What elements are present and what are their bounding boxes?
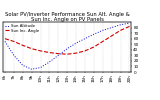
Title: Solar PV/Inverter Performance Sun Alt. Angle & Sun Inc. Angle on PV Panels: Solar PV/Inverter Performance Sun Alt. A… [5, 12, 130, 22]
Legend: Sun Altitude, Sun Inc. Angle: Sun Altitude, Sun Inc. Angle [5, 24, 39, 33]
